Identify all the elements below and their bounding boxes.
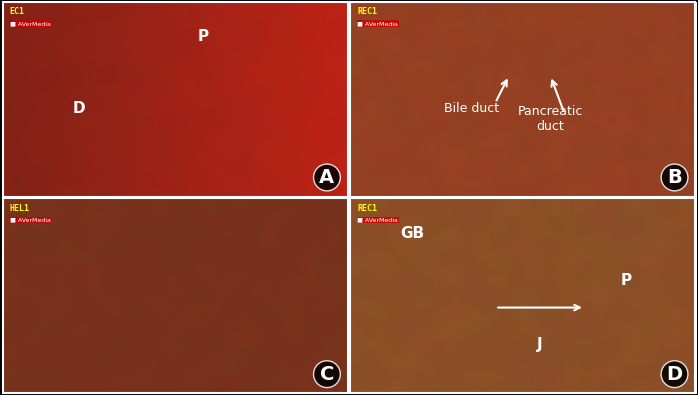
Text: J: J xyxy=(537,337,543,352)
Text: GB: GB xyxy=(401,226,424,241)
Text: ■ AVerMedia: ■ AVerMedia xyxy=(357,21,398,26)
Text: Bile duct: Bile duct xyxy=(443,102,498,115)
Text: P: P xyxy=(621,273,632,288)
Text: D: D xyxy=(667,365,683,384)
Text: ■ AVerMedia: ■ AVerMedia xyxy=(10,218,50,223)
Text: REC1: REC1 xyxy=(357,8,378,17)
Text: P: P xyxy=(198,29,209,44)
Text: B: B xyxy=(667,168,682,187)
Text: C: C xyxy=(320,365,334,384)
Text: EC1: EC1 xyxy=(10,8,24,17)
Text: ■ AVerMedia: ■ AVerMedia xyxy=(357,218,398,223)
Text: D: D xyxy=(73,102,85,117)
Text: REC1: REC1 xyxy=(357,204,378,213)
Text: Pancreatic
duct: Pancreatic duct xyxy=(518,105,583,133)
Text: A: A xyxy=(320,168,334,187)
Text: HEL1: HEL1 xyxy=(10,204,30,213)
Text: ■ AVerMedia: ■ AVerMedia xyxy=(10,21,50,26)
